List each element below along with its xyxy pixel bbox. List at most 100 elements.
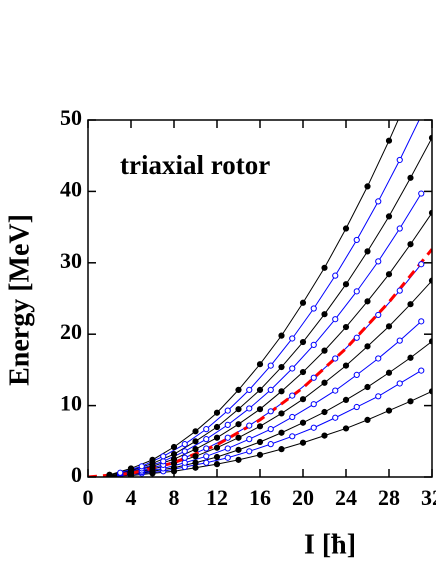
- data-point: [235, 386, 242, 393]
- data-point: [181, 454, 188, 461]
- data-point: [192, 453, 199, 460]
- data-point: [353, 288, 360, 295]
- data-point: [299, 299, 307, 306]
- data-point: [353, 236, 360, 244]
- data-point: [385, 369, 393, 376]
- data-point: [192, 438, 199, 445]
- data-point: [256, 386, 264, 393]
- data-point: [203, 445, 210, 452]
- data-point: [256, 406, 264, 413]
- data-point: [224, 421, 231, 428]
- data-point: [213, 409, 221, 416]
- data-point: [321, 311, 328, 318]
- data-point: [246, 436, 253, 443]
- data-point: [289, 413, 296, 421]
- data-point: [375, 393, 382, 400]
- series-line: [88, 248, 432, 477]
- data-point: [106, 471, 113, 477]
- data-point: [342, 396, 350, 403]
- data-point: [256, 361, 264, 368]
- data-point: [289, 335, 296, 342]
- data-point: [267, 408, 274, 415]
- data-point: [256, 451, 264, 458]
- data-point: [418, 318, 425, 325]
- data-point: [332, 387, 339, 394]
- data-point: [299, 338, 307, 346]
- x-tick-label: 16: [249, 485, 271, 510]
- data-point: [213, 423, 221, 431]
- data-point: [407, 398, 414, 405]
- data-point: [117, 469, 124, 476]
- y-tick-label: 10: [60, 391, 82, 416]
- data-point: [267, 386, 274, 393]
- data-point: [235, 446, 242, 453]
- data-point: [419, 113, 424, 118]
- data-point: [396, 337, 403, 344]
- data-point: [407, 174, 414, 181]
- data-point: [256, 438, 264, 446]
- data-point: [203, 459, 210, 466]
- data-point: [160, 458, 167, 465]
- data-point: [278, 363, 285, 371]
- data-point: [203, 436, 210, 443]
- data-point: [192, 459, 199, 466]
- data-point: [235, 434, 242, 441]
- data-point: [364, 416, 371, 423]
- data-point: [375, 311, 382, 319]
- data-point: [149, 456, 156, 463]
- data-point: [332, 414, 339, 421]
- data-point: [246, 386, 253, 393]
- data-point: [396, 287, 403, 294]
- data-point: [278, 429, 285, 436]
- data-point: [364, 248, 371, 255]
- x-tick-label: 24: [335, 485, 357, 510]
- data-point: [299, 368, 307, 376]
- data-point: [385, 213, 393, 220]
- data-point: [278, 332, 285, 339]
- data-point: [385, 271, 393, 278]
- x-axis-label: I [ħ]: [304, 529, 356, 560]
- y-tick-label: 40: [60, 176, 82, 201]
- data-point: [353, 334, 360, 341]
- data-point: [375, 355, 382, 362]
- data-point: [299, 419, 307, 426]
- data-point: [418, 261, 425, 268]
- data-point: [418, 190, 425, 197]
- data-point: [310, 401, 317, 408]
- x-tick-label: 20: [292, 485, 314, 510]
- data-point: [267, 426, 274, 433]
- data-point: [407, 241, 414, 248]
- data-point: [353, 371, 360, 378]
- data-point: [310, 305, 317, 312]
- data-point: [407, 301, 414, 308]
- data-point: [246, 405, 253, 412]
- data-point: [235, 406, 242, 413]
- y-tick-label: 50: [60, 105, 82, 130]
- data-point: [408, 90, 413, 95]
- data-point: [375, 198, 382, 205]
- data-point: [342, 425, 350, 432]
- data-point: [278, 388, 285, 395]
- data-point: [364, 183, 371, 190]
- data-point: [332, 316, 339, 323]
- data-point: [170, 456, 178, 463]
- data-point: [138, 463, 145, 470]
- data-point: [418, 367, 425, 374]
- data-point: [213, 444, 221, 451]
- y-tick-label: 30: [60, 248, 82, 273]
- y-axis-label: Energy [MeV]: [4, 214, 35, 386]
- data-point: [299, 396, 307, 403]
- data-point: [321, 347, 328, 354]
- data-point: [310, 374, 317, 381]
- data-point: [203, 426, 210, 433]
- data-point: [321, 432, 328, 439]
- data-point: [342, 362, 350, 369]
- data-point: [364, 383, 371, 391]
- data-point: [213, 434, 221, 441]
- data-point: [181, 459, 188, 466]
- data-point: [407, 354, 414, 361]
- data-point: [364, 298, 371, 305]
- data-point: [267, 441, 274, 448]
- data-point: [246, 422, 253, 429]
